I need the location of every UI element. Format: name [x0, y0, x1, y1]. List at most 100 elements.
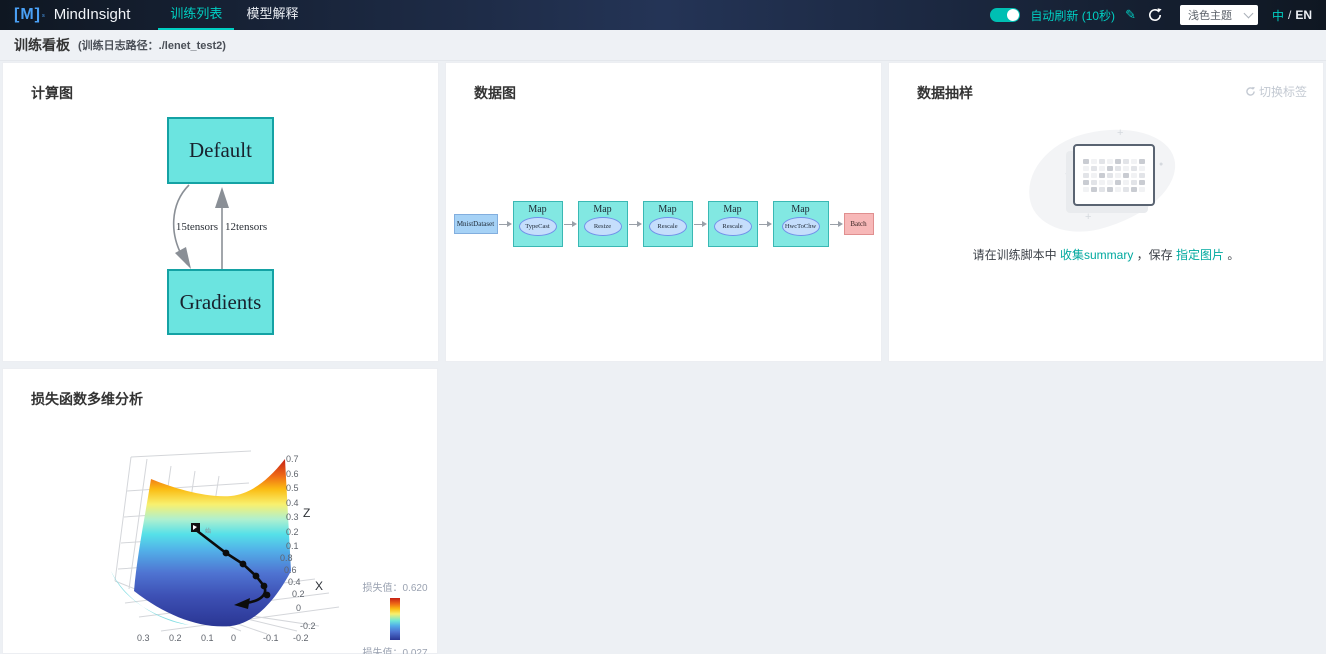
- axis-tick: 0: [296, 603, 302, 613]
- pipeline-op-rescale[interactable]: Rescale: [713, 217, 752, 236]
- pipeline-node-dataset[interactable]: MnistDataset: [453, 214, 498, 234]
- grid-cell: [1107, 158, 1113, 164]
- trajectory-point: [222, 549, 230, 557]
- dot-decoration: ●: [1159, 161, 1164, 168]
- edit-interval-icon[interactable]: ✎: [1125, 7, 1136, 23]
- map-node-label: Map: [791, 204, 810, 215]
- switch-tag-button[interactable]: 切换标签: [1245, 83, 1307, 100]
- axis-tick: 0.3: [286, 512, 299, 522]
- grid-cell: [1131, 165, 1137, 171]
- pipeline-node-map[interactable]: Map TypeCast: [512, 201, 563, 247]
- grid-cell: [1115, 179, 1121, 185]
- grid-cell: [1107, 172, 1113, 178]
- axis-tick: 0.6: [284, 565, 297, 575]
- sampling-link[interactable]: 收集summary: [1059, 248, 1134, 262]
- grid-cell: [1091, 172, 1097, 178]
- pipeline-node-batch[interactable]: Batch: [843, 213, 874, 235]
- loss-panel: 损失函数多维分析: [2, 368, 438, 654]
- auto-refresh-toggle[interactable]: [990, 8, 1021, 22]
- page-title: 训练看板: [14, 37, 70, 53]
- grid-cell: [1083, 179, 1089, 185]
- trajectory-point: [239, 560, 247, 568]
- axis-tick: 0.2: [169, 633, 182, 643]
- graph-node-default[interactable]: Default: [167, 117, 274, 184]
- axis-tick: -0.2: [293, 633, 309, 643]
- pipeline-node-map[interactable]: Map Resize: [577, 201, 628, 247]
- grid-cell: [1139, 158, 1145, 164]
- refresh-icon[interactable]: [1146, 6, 1164, 24]
- grid-cell: [1107, 186, 1113, 192]
- axis-tick: 0.2: [286, 526, 299, 537]
- pipeline-node-map[interactable]: Map Rescale: [642, 201, 693, 247]
- grid-cell: [1083, 172, 1089, 178]
- plus-decoration: +: [1117, 127, 1124, 139]
- axis-tick: 0: [231, 633, 237, 643]
- grid-cell: [1083, 165, 1089, 171]
- grid-cell: [1091, 165, 1097, 171]
- toggle-knob: [1007, 9, 1020, 21]
- grid-cell: [1131, 172, 1137, 178]
- tab-training-list[interactable]: 训练列表: [158, 0, 235, 30]
- grid-cell: [1099, 186, 1105, 192]
- switch-refresh-icon: [1246, 86, 1256, 96]
- loss-min-value: 损失值：0.027: [362, 648, 428, 654]
- language-switch: 中 / EN: [1272, 7, 1312, 24]
- logo-mark: [M]: [14, 6, 41, 23]
- grid-cell: [1099, 179, 1105, 185]
- loss-surface-3d-plot[interactable]: [101, 441, 341, 641]
- empty-state-illustration: + + ● -: [1017, 114, 1191, 244]
- start-point-label: 始: [205, 529, 212, 535]
- logo-superscript: ˢ: [41, 12, 45, 21]
- sampling-illustration-grid: [1083, 158, 1145, 192]
- sampling-text: ，保存: [1133, 248, 1176, 262]
- grid-cell: [1083, 158, 1089, 164]
- pipeline-node-map[interactable]: Map Rescale: [707, 201, 758, 247]
- axis-tick: -0.1: [263, 633, 279, 643]
- illustration-card: [1073, 144, 1155, 206]
- grid-cell: [1115, 186, 1121, 192]
- map-node-label: Map: [528, 204, 547, 215]
- grid-cell: [1139, 179, 1145, 185]
- app-logo[interactable]: [M] ˢ MindInsight: [14, 6, 130, 24]
- panel-title-computation-graph: 计算图: [31, 85, 73, 101]
- lang-separator: /: [1287, 8, 1292, 22]
- pipeline-op-hwctochw[interactable]: HwcToChw: [781, 217, 820, 236]
- grid-cell: [1139, 186, 1145, 192]
- grid-cell: [1115, 172, 1121, 178]
- axis-tick: 0.7: [286, 454, 299, 464]
- lang-en[interactable]: EN: [1295, 8, 1312, 22]
- edge-label-12tensors: 12tensors: [225, 221, 268, 233]
- sampling-message: 请在训练脚本中 收集summary ，保存 指定图片 。: [889, 246, 1323, 263]
- grid-cell: [1107, 179, 1113, 185]
- graph-node-gradients[interactable]: Gradients: [167, 269, 274, 335]
- descent-trajectory: [195, 528, 267, 605]
- data-graph-pipeline: MnistDataset Map TypeCast Map Resize Map Resca…: [446, 198, 881, 250]
- grid-cell: [1123, 165, 1129, 171]
- lang-zh[interactable]: 中: [1271, 8, 1284, 23]
- app-name: MindInsight: [53, 6, 131, 23]
- panel-title-data-sampling: 数据抽样: [917, 85, 973, 101]
- tab-model-explanation[interactable]: 模型解释: [246, 6, 299, 21]
- log-path: (训练日志路径：./lenet_test2): [78, 40, 226, 52]
- theme-select[interactable]: 浅色主题: [1179, 5, 1258, 25]
- grid-cell: [1131, 186, 1137, 192]
- pipeline-node-map[interactable]: Map HwcToChw: [772, 201, 829, 247]
- map-node-label: Map: [658, 204, 677, 215]
- flow-arrow-icon: [693, 220, 707, 228]
- grid-cell: [1123, 158, 1129, 164]
- chevron-down-icon: [1243, 8, 1254, 19]
- pipeline-op-typecast[interactable]: TypeCast: [518, 217, 557, 236]
- grid-cell: [1091, 179, 1097, 185]
- pipeline-op-resize[interactable]: Resize: [583, 217, 622, 236]
- map-node-label: Map: [593, 204, 612, 215]
- flow-arrow-icon: [628, 220, 642, 228]
- axis-tick: 0.5: [286, 483, 299, 493]
- trajectory-point: [252, 572, 260, 580]
- pipeline-op-rescale[interactable]: Rescale: [648, 217, 687, 236]
- loss-surface-svg: [111, 450, 340, 635]
- grid-cell: [1091, 186, 1097, 192]
- axis-tick: -0.2: [300, 621, 316, 631]
- data-graph-panel: 数据图 MnistDataset Map TypeCast Map Resize Map R…: [445, 62, 882, 362]
- grid-cell: [1099, 158, 1105, 164]
- sampling-link[interactable]: 指定图片: [1176, 248, 1225, 262]
